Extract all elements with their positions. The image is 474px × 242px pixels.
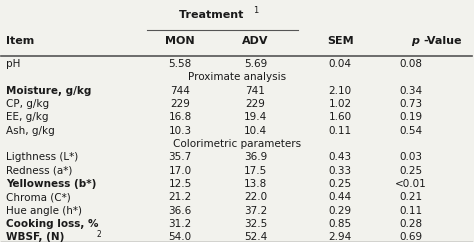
Text: 0.44: 0.44	[328, 192, 352, 202]
Text: 52.4: 52.4	[244, 232, 267, 242]
Text: 0.33: 0.33	[328, 166, 352, 176]
Text: 0.28: 0.28	[399, 219, 422, 229]
Text: 0.19: 0.19	[399, 112, 422, 122]
Text: 0.54: 0.54	[399, 126, 422, 136]
Text: 0.43: 0.43	[328, 152, 352, 162]
Text: ADV: ADV	[242, 36, 269, 46]
Text: Cooking loss, %: Cooking loss, %	[6, 219, 99, 229]
Text: 1.60: 1.60	[328, 112, 352, 122]
Text: EE, g/kg: EE, g/kg	[6, 112, 49, 122]
Text: 0.21: 0.21	[399, 192, 422, 202]
Text: 0.69: 0.69	[399, 232, 422, 242]
Text: 0.29: 0.29	[328, 206, 352, 216]
Text: Moisture, g/kg: Moisture, g/kg	[6, 86, 91, 96]
Text: 229: 229	[170, 99, 190, 109]
Text: CP, g/kg: CP, g/kg	[6, 99, 49, 109]
Text: 0.25: 0.25	[399, 166, 422, 176]
Text: WBSF, (N): WBSF, (N)	[6, 232, 68, 242]
Text: 0.85: 0.85	[328, 219, 352, 229]
Text: 16.8: 16.8	[169, 112, 192, 122]
Text: 36.6: 36.6	[169, 206, 192, 216]
Text: 741: 741	[246, 86, 265, 96]
Text: 22.0: 22.0	[244, 192, 267, 202]
Text: Hue angle (h*): Hue angle (h*)	[6, 206, 82, 216]
Text: 744: 744	[170, 86, 190, 96]
Text: 2.94: 2.94	[328, 232, 352, 242]
Text: SEM: SEM	[327, 36, 354, 46]
Text: 0.34: 0.34	[399, 86, 422, 96]
Text: 0.11: 0.11	[399, 206, 422, 216]
Text: 229: 229	[246, 99, 265, 109]
Text: 37.2: 37.2	[244, 206, 267, 216]
Text: 0.25: 0.25	[328, 179, 352, 189]
Text: 5.69: 5.69	[244, 59, 267, 69]
Text: <0.01: <0.01	[395, 179, 427, 189]
Text: 10.3: 10.3	[169, 126, 192, 136]
Text: 31.2: 31.2	[169, 219, 192, 229]
Text: 17.0: 17.0	[169, 166, 192, 176]
Text: Redness (a*): Redness (a*)	[6, 166, 73, 176]
Text: 2.10: 2.10	[328, 86, 352, 96]
Text: 54.0: 54.0	[169, 232, 192, 242]
Text: 0.08: 0.08	[399, 59, 422, 69]
Text: p: p	[411, 36, 419, 46]
Text: 36.9: 36.9	[244, 152, 267, 162]
Text: Proximate analysis: Proximate analysis	[188, 72, 286, 82]
Text: Yellowness (b*): Yellowness (b*)	[6, 179, 97, 189]
Text: 1: 1	[253, 6, 258, 15]
Text: Treatment: Treatment	[179, 10, 247, 20]
Text: 21.2: 21.2	[169, 192, 192, 202]
Text: 2: 2	[96, 230, 101, 239]
Text: 32.5: 32.5	[244, 219, 267, 229]
Text: Ash, g/kg: Ash, g/kg	[6, 126, 55, 136]
Text: 12.5: 12.5	[169, 179, 192, 189]
Text: 5.58: 5.58	[169, 59, 192, 69]
Text: 0.03: 0.03	[399, 152, 422, 162]
Text: 35.7: 35.7	[169, 152, 192, 162]
Text: 0.73: 0.73	[399, 99, 422, 109]
Text: 0.04: 0.04	[328, 59, 352, 69]
Text: 13.8: 13.8	[244, 179, 267, 189]
Text: -Value: -Value	[423, 36, 462, 46]
Text: MON: MON	[165, 36, 195, 46]
Text: 10.4: 10.4	[244, 126, 267, 136]
Text: 0.11: 0.11	[328, 126, 352, 136]
Text: 19.4: 19.4	[244, 112, 267, 122]
Text: 1.02: 1.02	[328, 99, 352, 109]
Text: pH: pH	[6, 59, 20, 69]
Text: Colorimetric parameters: Colorimetric parameters	[173, 139, 301, 149]
Text: Chroma (C*): Chroma (C*)	[6, 192, 71, 202]
Text: Ligthness (L*): Ligthness (L*)	[6, 152, 78, 162]
Text: 17.5: 17.5	[244, 166, 267, 176]
Text: Item: Item	[6, 36, 34, 46]
